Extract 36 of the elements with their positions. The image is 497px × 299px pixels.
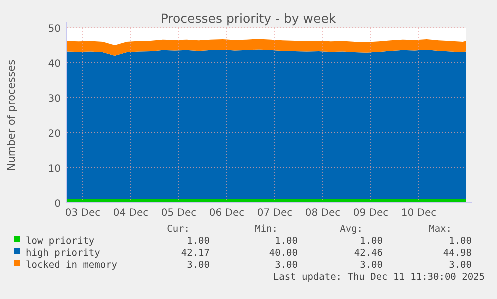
text: Avg: [340,224,363,235]
x-tick-label: 03 Dec [65,208,101,219]
text: 1.00 [187,236,210,247]
legend-label: locked in memory [26,260,118,271]
text: 3.00 [275,260,298,271]
text: 42.46 [354,248,384,259]
text: Min: [255,224,278,235]
x-tick-label: 09 Dec [353,208,389,219]
text: 3.00 [449,260,472,271]
chart-title: Processes priority - by week [160,11,337,26]
x-tick-label: 05 Dec [161,208,197,219]
y-axis-title: Number of processes [6,60,18,172]
y-tick-label: 0 [54,199,61,210]
text: Last update: Thu Dec 11 11:30:00 2025 [273,272,485,283]
y-tick-label: 40 [48,59,61,70]
legend-label: low priority [26,236,95,247]
y-tick-label: 20 [48,129,61,140]
text: 1.00 [275,236,298,247]
text: 1.00 [360,236,384,247]
x-tick-label: 07 Dec [257,208,293,219]
text: 40.00 [269,248,298,259]
x-tick-label: 08 Dec [305,208,341,219]
text: 1.00 [449,236,472,247]
text: 42.17 [181,248,210,259]
x-tick-label: 10 Dec [401,208,437,219]
y-tick-label: 30 [48,94,61,105]
text: Cur: [167,224,190,235]
y-tick-label: 50 [48,24,61,35]
text: Max: [429,224,452,235]
legend-label: high priority [26,248,101,259]
text: 3.00 [187,260,210,271]
x-tick-label: 04 Dec [113,208,149,219]
text: 3.00 [360,260,384,271]
y-tick-label: 10 [48,164,61,175]
x-tick-label: 06 Dec [209,208,245,219]
text: 44.98 [443,248,472,259]
